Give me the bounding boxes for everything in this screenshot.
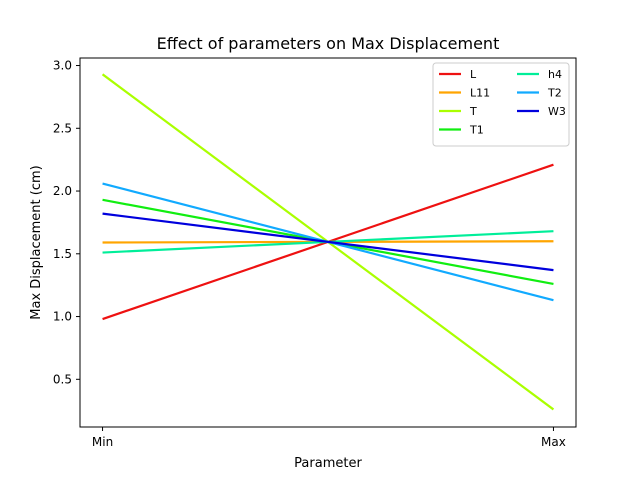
- y-axis-label: Max Displacement (cm): [29, 165, 44, 319]
- legend: L L11 T T1 h4 T2 W3: [432, 62, 570, 147]
- legend-label: L: [470, 68, 477, 81]
- series-layer: [101, 73, 555, 411]
- legend-label: T1: [469, 124, 484, 137]
- series-line-w3: [102, 212, 554, 272]
- y-tick-label: 2.0: [53, 184, 72, 198]
- y-tick-label: 1.0: [53, 310, 72, 324]
- y-tick-label: 0.5: [53, 372, 72, 386]
- legend-box: [432, 62, 570, 147]
- y-axis: 0.5 1.0 1.5 2.0 2.5 3.0: [53, 59, 80, 386]
- legend-label: h4: [548, 68, 562, 81]
- plot-area-frame: [79, 57, 577, 428]
- chart-title: Effect of parameters on Max Displacement: [157, 34, 500, 53]
- legend-label: W3: [548, 105, 566, 118]
- y-tick-label: 3.0: [53, 59, 72, 73]
- x-tick-label: Max: [541, 435, 566, 449]
- y-tick-label: 2.5: [53, 121, 72, 135]
- x-tick-label: Min: [92, 435, 113, 449]
- x-axis: Min Max: [92, 427, 566, 449]
- legend-label: T2: [547, 87, 562, 100]
- x-axis-label: Parameter: [294, 456, 362, 471]
- legend-label: L11: [470, 87, 490, 100]
- y-tick-label: 1.5: [53, 247, 72, 261]
- legend-label: T: [469, 105, 477, 118]
